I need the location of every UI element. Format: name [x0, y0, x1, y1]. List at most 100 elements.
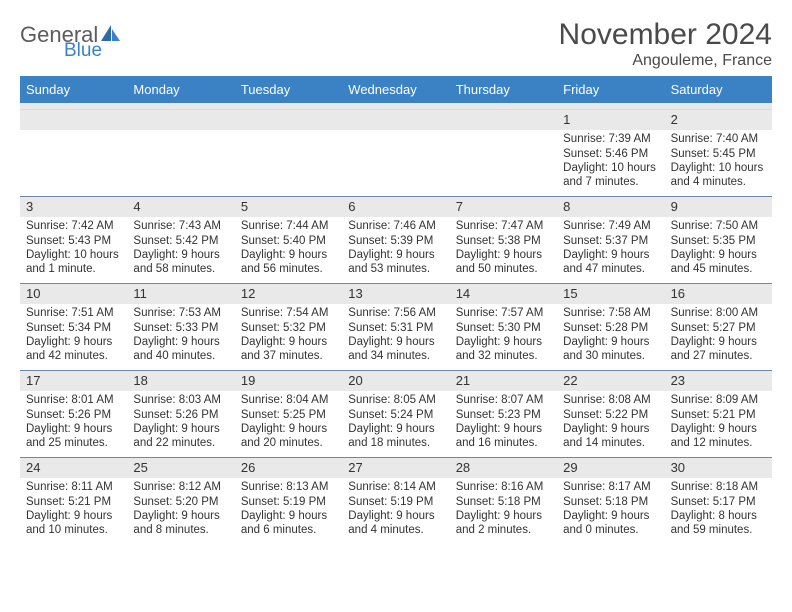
daylight-text: Daylight: 9 hours: [671, 335, 766, 349]
day-number: 27: [342, 458, 449, 478]
sunrise-text: Sunrise: 7:57 AM: [456, 306, 551, 320]
sunset-text: Sunset: 5:27 PM: [671, 321, 766, 335]
sunrise-text: Sunrise: 8:13 AM: [241, 480, 336, 494]
calendar-cell: [127, 110, 234, 196]
daylight-text: and 6 minutes.: [241, 523, 336, 537]
daylight-text: Daylight: 9 hours: [26, 335, 121, 349]
sunrise-text: Sunrise: 8:05 AM: [348, 393, 443, 407]
brand-text: General Blue: [20, 24, 122, 58]
daylight-text: Daylight: 9 hours: [456, 335, 551, 349]
sunset-text: Sunset: 5:22 PM: [563, 408, 658, 422]
daylight-text: and 22 minutes.: [133, 436, 228, 450]
sunset-text: Sunset: 5:32 PM: [241, 321, 336, 335]
calendar-body: 1Sunrise: 7:39 AMSunset: 5:46 PMDaylight…: [20, 110, 772, 544]
day-number: [235, 110, 342, 130]
daylight-text: Daylight: 9 hours: [241, 248, 336, 262]
sunrise-text: Sunrise: 8:09 AM: [671, 393, 766, 407]
sunset-text: Sunset: 5:19 PM: [348, 495, 443, 509]
daylight-text: Daylight: 9 hours: [563, 335, 658, 349]
sunrise-text: Sunrise: 7:46 AM: [348, 219, 443, 233]
sunset-text: Sunset: 5:25 PM: [241, 408, 336, 422]
day-number: 3: [20, 197, 127, 217]
calendar-cell: 29Sunrise: 8:17 AMSunset: 5:18 PMDayligh…: [557, 458, 664, 544]
day-number: 30: [665, 458, 772, 478]
daylight-text: and 37 minutes.: [241, 349, 336, 363]
calendar-cell: 30 Sunrise: 8:18 AMSunset: 5:17 PMDayligh…: [665, 458, 772, 544]
calendar-cell: 16Sunrise: 8:00 AMSunset: 5:27 PMDayligh…: [665, 284, 772, 370]
daylight-text: and 4 minutes.: [348, 523, 443, 537]
sunset-text: Sunset: 5:18 PM: [456, 495, 551, 509]
sunset-text: Sunset: 5:24 PM: [348, 408, 443, 422]
calendar-cell: 27Sunrise: 8:14 AMSunset: 5:19 PMDayligh…: [342, 458, 449, 544]
calendar-cell: 22Sunrise: 8:08 AMSunset: 5:22 PMDayligh…: [557, 371, 664, 457]
sunrise-text: Sunrise: 8:14 AM: [348, 480, 443, 494]
day-number: 29: [557, 458, 664, 478]
daylight-text: Daylight: 8 hours: [671, 509, 766, 523]
day-header-row: Sunday Monday Tuesday Wednesday Thursday…: [20, 76, 772, 103]
daylight-text: and 56 minutes.: [241, 262, 336, 276]
calendar-cell: 6Sunrise: 7:46 AMSunset: 5:39 PMDaylight…: [342, 197, 449, 283]
calendar-week: 3Sunrise: 7:42 AMSunset: 5:43 PMDaylight…: [20, 196, 772, 283]
daylight-text: and 0 minutes.: [563, 523, 658, 537]
month-title: November 2024: [559, 18, 772, 52]
page-header: General Blue November 2024 Angouleme, Fr…: [20, 18, 772, 70]
daylight-text: and 30 minutes.: [563, 349, 658, 363]
day-number: 20: [342, 371, 449, 391]
sunrise-text: Sunrise: 8:04 AM: [241, 393, 336, 407]
daylight-text: Daylight: 10 hours: [563, 161, 658, 175]
sunset-text: Sunset: 5:34 PM: [26, 321, 121, 335]
sunset-text: Sunset: 5:20 PM: [133, 495, 228, 509]
sunrise-text: Sunrise: 7:47 AM: [456, 219, 551, 233]
daylight-text: Daylight: 9 hours: [456, 422, 551, 436]
sunset-text: Sunset: 5:17 PM: [671, 495, 766, 509]
sunrise-text: Sunrise: 7:42 AM: [26, 219, 121, 233]
calendar-cell: 25Sunrise: 8:12 AMSunset: 5:20 PMDayligh…: [127, 458, 234, 544]
calendar-week: 1Sunrise: 7:39 AMSunset: 5:46 PMDaylight…: [20, 110, 772, 196]
calendar-cell: 5Sunrise: 7:44 AMSunset: 5:40 PMDaylight…: [235, 197, 342, 283]
sunset-text: Sunset: 5:19 PM: [241, 495, 336, 509]
sunrise-text: Sunrise: 7:43 AM: [133, 219, 228, 233]
daylight-text: Daylight: 9 hours: [671, 422, 766, 436]
day-header: Saturday: [665, 76, 772, 103]
calendar-cell: 18Sunrise: 8:03 AMSunset: 5:26 PMDayligh…: [127, 371, 234, 457]
calendar-cell: 9Sunrise: 7:50 AMSunset: 5:35 PMDaylight…: [665, 197, 772, 283]
day-number: 1: [557, 110, 664, 130]
calendar-cell: 4Sunrise: 7:43 AMSunset: 5:42 PMDaylight…: [127, 197, 234, 283]
daylight-text: and 40 minutes.: [133, 349, 228, 363]
daylight-text: and 7 minutes.: [563, 175, 658, 189]
sunrise-text: Sunrise: 7:49 AM: [563, 219, 658, 233]
day-number: 2: [665, 110, 772, 130]
day-number: 10: [20, 284, 127, 304]
day-number: 5: [235, 197, 342, 217]
calendar-cell: 17Sunrise: 8:01 AMSunset: 5:26 PMDayligh…: [20, 371, 127, 457]
daylight-text: and 27 minutes.: [671, 349, 766, 363]
calendar-cell: 11Sunrise: 7:53 AMSunset: 5:33 PMDayligh…: [127, 284, 234, 370]
day-number: 19: [235, 371, 342, 391]
sunrise-text: Sunrise: 8:17 AM: [563, 480, 658, 494]
sunrise-text: Sunrise: 8:01 AM: [26, 393, 121, 407]
calendar-cell: 14Sunrise: 7:57 AMSunset: 5:30 PMDayligh…: [450, 284, 557, 370]
calendar-cell: 26Sunrise: 8:13 AMSunset: 5:19 PMDayligh…: [235, 458, 342, 544]
calendar-cell: 12Sunrise: 7:54 AMSunset: 5:32 PMDayligh…: [235, 284, 342, 370]
day-number: 8: [557, 197, 664, 217]
header-spacer: [20, 103, 772, 110]
sunset-text: Sunset: 5:45 PM: [671, 147, 766, 161]
sunrise-text: Sunrise: 7:50 AM: [671, 219, 766, 233]
sunset-text: Sunset: 5:26 PM: [26, 408, 121, 422]
sunset-text: Sunset: 5:37 PM: [563, 234, 658, 248]
sunset-text: Sunset: 5:42 PM: [133, 234, 228, 248]
calendar-cell: 21Sunrise: 8:07 AMSunset: 5:23 PMDayligh…: [450, 371, 557, 457]
sunset-text: Sunset: 5:46 PM: [563, 147, 658, 161]
sunrise-text: Sunrise: 7:53 AM: [133, 306, 228, 320]
daylight-text: and 47 minutes.: [563, 262, 658, 276]
daylight-text: and 32 minutes.: [456, 349, 551, 363]
daylight-text: Daylight: 10 hours: [26, 248, 121, 262]
daylight-text: and 59 minutes.: [671, 523, 766, 537]
day-number: [450, 110, 557, 130]
calendar-cell: 10Sunrise: 7:51 AMSunset: 5:34 PMDayligh…: [20, 284, 127, 370]
day-header: Monday: [127, 76, 234, 103]
daylight-text: Daylight: 10 hours: [671, 161, 766, 175]
calendar-cell: 15Sunrise: 7:58 AMSunset: 5:28 PMDayligh…: [557, 284, 664, 370]
sunrise-text: Sunrise: 8:18 AM: [671, 480, 766, 494]
day-number: 9: [665, 197, 772, 217]
